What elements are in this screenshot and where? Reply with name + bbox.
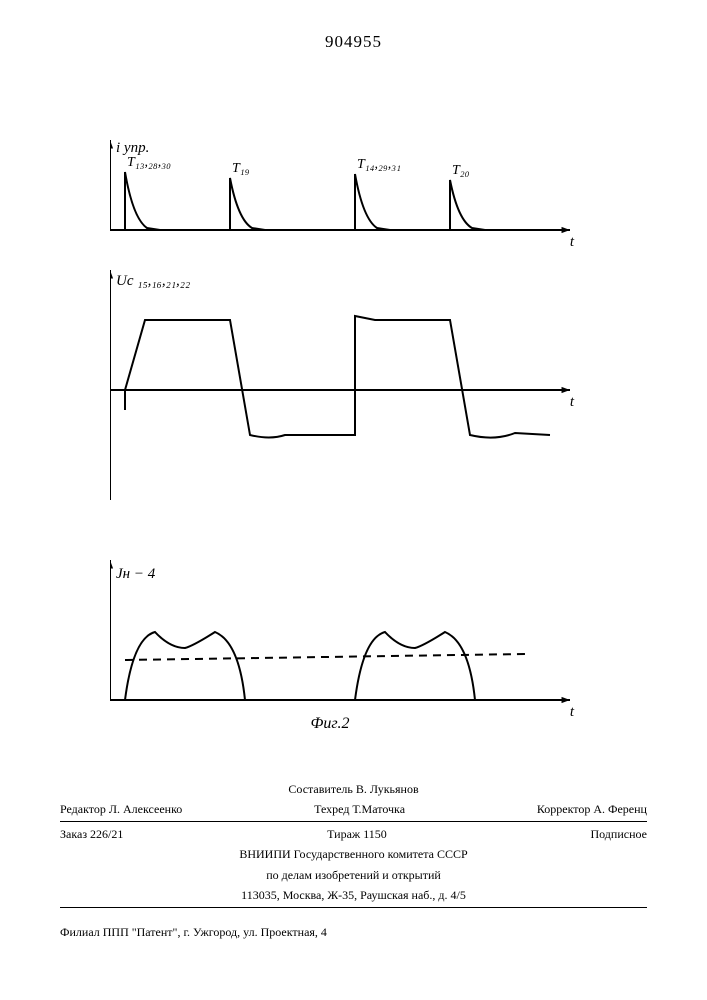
footer-block: Составитель В. Лукьянов Редактор Л. Алек… bbox=[60, 779, 647, 910]
filial: Филиал ППП "Патент", г. Ужгород, ул. Про… bbox=[60, 925, 327, 940]
credits-row: Редактор Л. Алексеенко Техред Т.Маточка … bbox=[60, 799, 647, 819]
org2: по делам изобретений и открытий bbox=[60, 865, 647, 885]
svg-text:i упр.: i упр. bbox=[116, 140, 149, 156]
svg-text:Uс ₁₅,₁₆,₂₁,₂₂: Uс ₁₅,₁₆,₂₁,₂₂ bbox=[116, 273, 190, 289]
charts-area: i упр. t T₁₃,₂₈,₃₀ T₁₉ T₁₄,₂₉,₃₁ T₂₀ Uс ₁₅,₁₆,… bbox=[110, 130, 580, 730]
svg-text:t: t bbox=[570, 234, 575, 250]
svg-text:Jн − 4: Jн − 4 bbox=[116, 566, 156, 582]
svg-text:T₁₃,₂₈,₃₀: T₁₃,₂₈,₃₀ bbox=[127, 155, 171, 170]
svg-text:T₁₉: T₁₉ bbox=[232, 161, 250, 176]
charts-svg: i упр. t T₁₃,₂₈,₃₀ T₁₉ T₁₄,₂₉,₃₁ T₂₀ Uс ₁₅,₁₆,… bbox=[110, 130, 580, 740]
svg-text:t: t bbox=[570, 394, 575, 410]
podpisnoe: Подписное bbox=[590, 826, 647, 842]
svg-text:T₂₀: T₂₀ bbox=[452, 163, 470, 178]
svg-text:Фиг.2: Фиг.2 bbox=[311, 715, 350, 732]
page: 904955 i упр. t T₁₃,₂₈,₃₀ T₁₉ T₁₄,₂₉,₃₁ T₂₀ Uс… bbox=[0, 0, 707, 1000]
svg-text:T₁₄,₂₉,₃₁: T₁₄,₂₉,₃₁ bbox=[357, 157, 401, 172]
order-row: Заказ 226/21 Тираж 1150 Подписное bbox=[60, 824, 647, 844]
techred: Техред Т.Маточка bbox=[314, 801, 405, 817]
rule-2 bbox=[60, 907, 647, 908]
corrector: Корректор А. Ференц bbox=[537, 801, 647, 817]
org1: ВНИИПИ Государственного комитета СССР bbox=[60, 844, 647, 864]
editor: Редактор Л. Алексеенко bbox=[60, 801, 182, 817]
rule-1 bbox=[60, 821, 647, 822]
svg-text:t: t bbox=[570, 704, 575, 720]
compiler-line: Составитель В. Лукьянов bbox=[60, 779, 647, 799]
address: 113035, Москва, Ж-35, Раушская наб., д. … bbox=[60, 885, 647, 905]
order: Заказ 226/21 bbox=[60, 826, 123, 842]
patent-number: 904955 bbox=[0, 32, 707, 52]
tirazh: Тираж 1150 bbox=[327, 826, 387, 842]
